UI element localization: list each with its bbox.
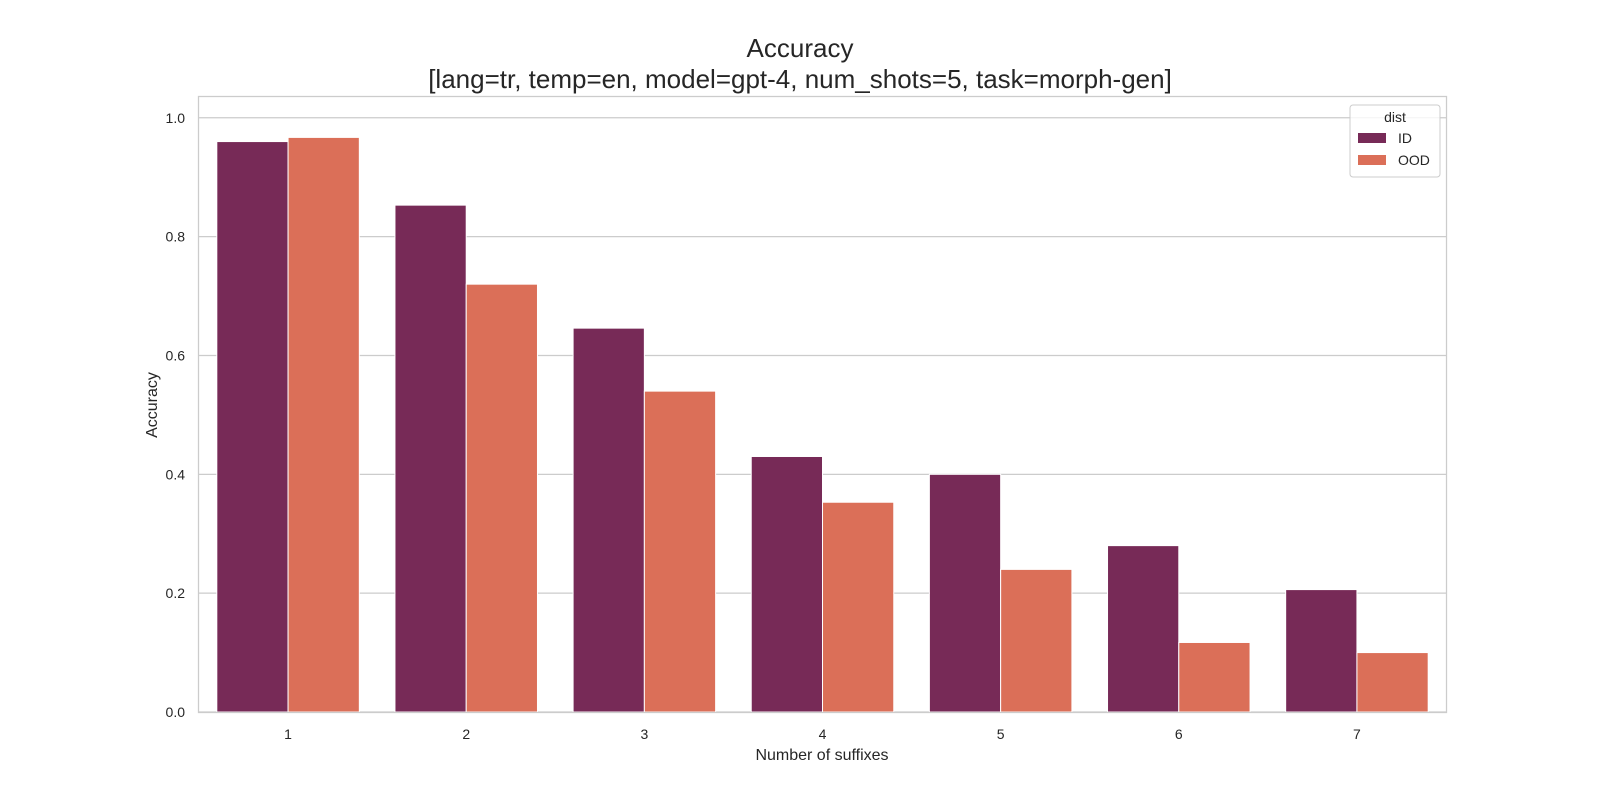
x-tick-label: 7 bbox=[1353, 726, 1361, 742]
legend: dist ID OOD bbox=[1349, 104, 1441, 178]
bars bbox=[216, 136, 1429, 713]
bar-ood-5 bbox=[1000, 568, 1073, 713]
y-tick-label: 0.4 bbox=[166, 466, 186, 482]
y-tick-label: 0.0 bbox=[166, 704, 186, 720]
bar-id-5 bbox=[928, 473, 1002, 713]
x-axis-ticks: 1 2 3 4 5 6 7 bbox=[284, 726, 1361, 742]
plot-frame bbox=[197, 95, 1448, 714]
y-tick-label: 1.0 bbox=[166, 110, 186, 126]
legend-swatch-ood bbox=[1358, 155, 1386, 165]
y-axis-ticks: 0.0 0.2 0.4 0.6 0.8 1.0 bbox=[166, 110, 186, 720]
legend-swatch-id bbox=[1358, 133, 1386, 143]
bar-id-4 bbox=[750, 455, 823, 713]
y-tick-label: 0.2 bbox=[166, 585, 186, 601]
x-tick-label: 4 bbox=[819, 726, 827, 742]
legend-label-ood: OOD bbox=[1398, 152, 1430, 168]
x-tick-label: 1 bbox=[284, 726, 292, 742]
x-tick-label: 6 bbox=[1175, 726, 1183, 742]
x-tick-label: 2 bbox=[462, 726, 470, 742]
x-tick-label: 5 bbox=[997, 726, 1005, 742]
y-tick-label: 0.8 bbox=[166, 229, 186, 245]
bar-id-1 bbox=[216, 141, 289, 713]
bar-id-6 bbox=[1107, 545, 1180, 713]
chart-subtitle: [lang=tr, temp=en, model=gpt-4, num_shot… bbox=[428, 64, 1172, 94]
x-axis-label: Number of suffixes bbox=[755, 747, 888, 764]
y-tick-label: 0.6 bbox=[166, 347, 186, 363]
bar-ood-2 bbox=[465, 283, 538, 713]
x-tick-label: 3 bbox=[640, 726, 648, 742]
legend-label-id: ID bbox=[1398, 130, 1412, 146]
bar-id-2 bbox=[394, 204, 467, 713]
bar-ood-4 bbox=[822, 501, 895, 713]
bar-ood-1 bbox=[287, 136, 360, 713]
legend-title: dist bbox=[1384, 109, 1406, 125]
bar-id-3 bbox=[572, 327, 645, 713]
y-axis-label: Accuracy bbox=[144, 372, 161, 438]
bar-id-7 bbox=[1285, 589, 1358, 713]
bar-ood-6 bbox=[1178, 641, 1251, 713]
bar-ood-3 bbox=[643, 390, 717, 713]
chart-title: Accuracy bbox=[747, 33, 854, 63]
bar-ood-7 bbox=[1356, 652, 1429, 713]
